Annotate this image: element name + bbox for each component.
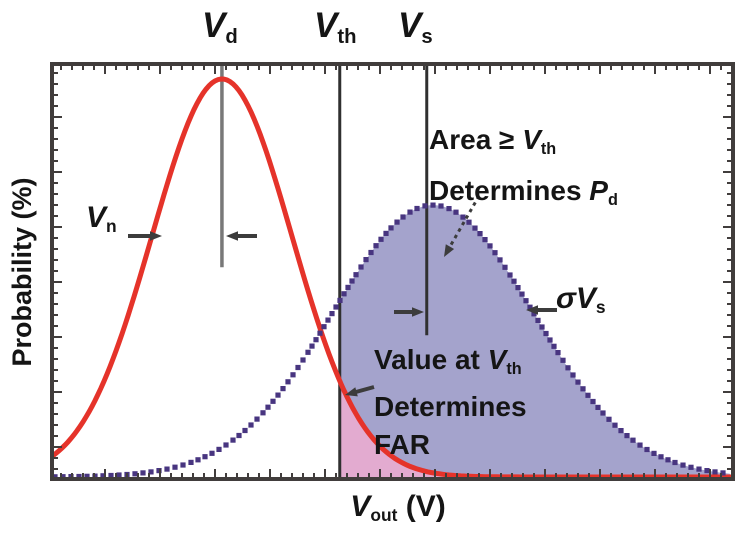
- vs-marker-label: Vs: [398, 6, 433, 49]
- x-axis-label: Vout (V): [350, 490, 446, 526]
- pd-annotation-line1: Area ≥ Vth: [429, 124, 557, 158]
- signal-curve-dots: [52, 202, 726, 480]
- pd-annotation-line2: Determines Pd: [429, 174, 618, 209]
- vth-marker-label: Vth: [314, 6, 357, 49]
- vs-width-arrow: [394, 307, 424, 317]
- plot-frame: [50, 62, 735, 481]
- axis-ticks: [53, 65, 732, 478]
- pd-area-fill: [339, 205, 732, 477]
- y-axis-label: Probability (%): [6, 177, 37, 367]
- far-value-arrow: [345, 385, 375, 397]
- vn-curve-label: Vn: [86, 201, 117, 237]
- pd-area-annotation: Area ≥ Vth Determines Pd: [429, 119, 618, 221]
- far-annotation-line1: Value at Vth: [374, 344, 522, 378]
- far-area-fill: [339, 381, 732, 477]
- sigma-vs-label: σVs: [556, 282, 606, 318]
- vd-marker-label: Vd: [202, 6, 238, 49]
- far-annotation-line2: Determines: [374, 390, 527, 422]
- far-annotation-line3: FAR: [374, 428, 430, 460]
- far-value-annotation: Value at Vth Determines FAR: [374, 341, 527, 464]
- vd-width-arrow: [226, 231, 257, 241]
- sigma-vs-arrow: [526, 305, 557, 315]
- pd-area-arrow: [444, 195, 481, 257]
- vn-arrow: [128, 231, 162, 241]
- y-axis-label-text: Probability (%): [6, 177, 37, 367]
